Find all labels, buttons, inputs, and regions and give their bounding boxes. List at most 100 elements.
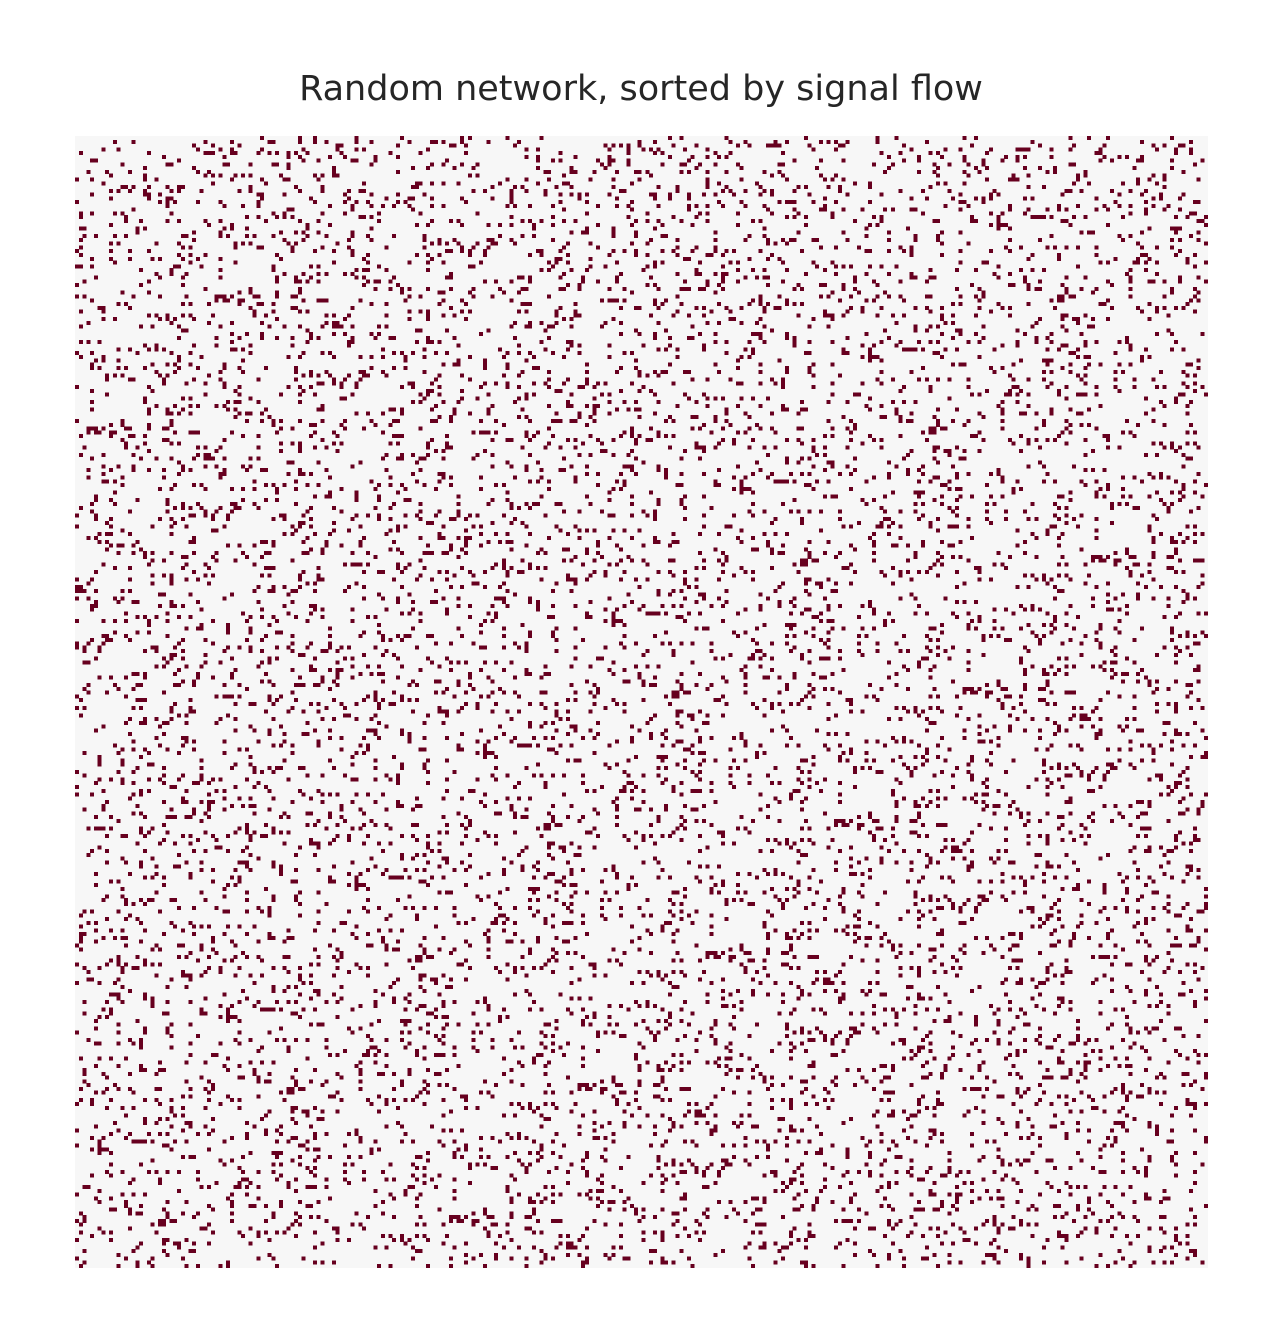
- edge-cell: [592, 403, 597, 408]
- edge-cell: [811, 385, 816, 390]
- edge-cell: [471, 188, 476, 193]
- edge-cell: [309, 524, 314, 529]
- edge-cell: [913, 328, 918, 333]
- edge-cell: [645, 664, 650, 669]
- edge-cell: [792, 188, 797, 193]
- edge-cell: [1041, 577, 1046, 582]
- edge-cell: [743, 664, 748, 669]
- edge-cell: [894, 464, 899, 469]
- edge-cell: [690, 641, 695, 646]
- edge-cell: [154, 735, 159, 740]
- edge-cell: [282, 603, 287, 608]
- edge-cell: [932, 430, 937, 435]
- edge-cell: [769, 656, 774, 661]
- edge-cell: [1143, 200, 1148, 205]
- edge-cell: [513, 517, 518, 522]
- edge-cell: [192, 483, 197, 488]
- edge-cell: [633, 437, 638, 442]
- edge-cell: [1022, 728, 1027, 733]
- edge-cell: [1041, 668, 1046, 673]
- edge-cell: [195, 445, 200, 450]
- edge-cell: [282, 517, 287, 522]
- edge-cell: [1181, 369, 1186, 374]
- edge-cell: [954, 600, 959, 605]
- edge-cell: [305, 226, 310, 231]
- edge-cell: [554, 419, 559, 423]
- edge-cell: [343, 271, 348, 276]
- edge-cell: [1196, 471, 1201, 476]
- edge-cell: [1049, 369, 1054, 374]
- edge-cell: [1041, 215, 1046, 220]
- edge-cell: [388, 637, 393, 642]
- edge-cell: [675, 252, 680, 257]
- edge-cell: [1155, 181, 1160, 186]
- edge-cell: [1064, 426, 1069, 431]
- edge-cell: [917, 603, 922, 608]
- edge-cell: [1151, 407, 1156, 412]
- edge-cell: [1189, 147, 1194, 152]
- edge-cell: [328, 154, 333, 159]
- edge-cell: [1124, 547, 1129, 552]
- edge-cell: [516, 396, 521, 401]
- edge-cell: [101, 358, 106, 363]
- edge-cell: [482, 430, 487, 435]
- edge-cell: [958, 207, 963, 212]
- edge-cell: [244, 226, 249, 231]
- edge-cell: [932, 449, 937, 454]
- edge-cell: [656, 539, 661, 544]
- edge-cell: [464, 690, 468, 695]
- edge-cell: [135, 698, 140, 703]
- edge-cell: [928, 324, 933, 329]
- edge-cell: [535, 147, 540, 152]
- edge-cell: [622, 298, 627, 303]
- edge-cell: [369, 366, 374, 371]
- edge-cell: [1045, 347, 1050, 352]
- edge-cell: [1113, 385, 1118, 390]
- edge-cell: [358, 543, 363, 548]
- edge-cell: [936, 558, 941, 563]
- edge-cell: [146, 618, 151, 623]
- edge-cell: [422, 720, 427, 725]
- edge-cell: [142, 396, 147, 401]
- edge-cell: [441, 362, 446, 367]
- edge-cell: [788, 649, 793, 654]
- edge-cell: [1143, 252, 1148, 257]
- edge-cell: [516, 415, 521, 420]
- edge-cell: [441, 709, 446, 714]
- edge-cell: [890, 400, 895, 405]
- edge-cell: [852, 547, 857, 552]
- edge-cell: [1026, 437, 1031, 442]
- edge-cell: [165, 219, 170, 224]
- edge-cell: [207, 151, 212, 156]
- edge-cell: [516, 743, 521, 748]
- edge-cell: [996, 264, 1001, 269]
- edge-cell: [785, 532, 790, 537]
- edge-cell: [1068, 430, 1073, 435]
- edge-cell: [176, 460, 181, 465]
- edge-cell: [267, 324, 272, 329]
- edge-cell: [841, 283, 846, 288]
- edge-cell: [464, 151, 468, 156]
- edge-cell: [1128, 294, 1133, 299]
- edge-cell: [705, 279, 710, 284]
- edge-cell: [312, 494, 317, 499]
- edge-cell: [550, 588, 555, 593]
- edge-cell: [524, 468, 529, 473]
- edge-cell: [244, 468, 249, 473]
- edge-cell: [902, 143, 907, 148]
- edge-cell: [93, 234, 98, 239]
- edge-cell: [1102, 660, 1107, 665]
- edge-cell: [913, 237, 918, 242]
- edge-cell: [161, 558, 166, 563]
- edge-cell: [988, 690, 993, 695]
- edge-cell: [671, 215, 676, 220]
- edge-cell: [316, 298, 321, 303]
- edge-cell: [988, 147, 993, 152]
- edge-cell: [1136, 671, 1141, 676]
- edge-cell: [886, 611, 891, 616]
- edge-cell: [758, 381, 763, 386]
- edge-cell: [90, 456, 95, 461]
- edge-cell: [973, 600, 978, 605]
- edge-cell: [513, 241, 518, 246]
